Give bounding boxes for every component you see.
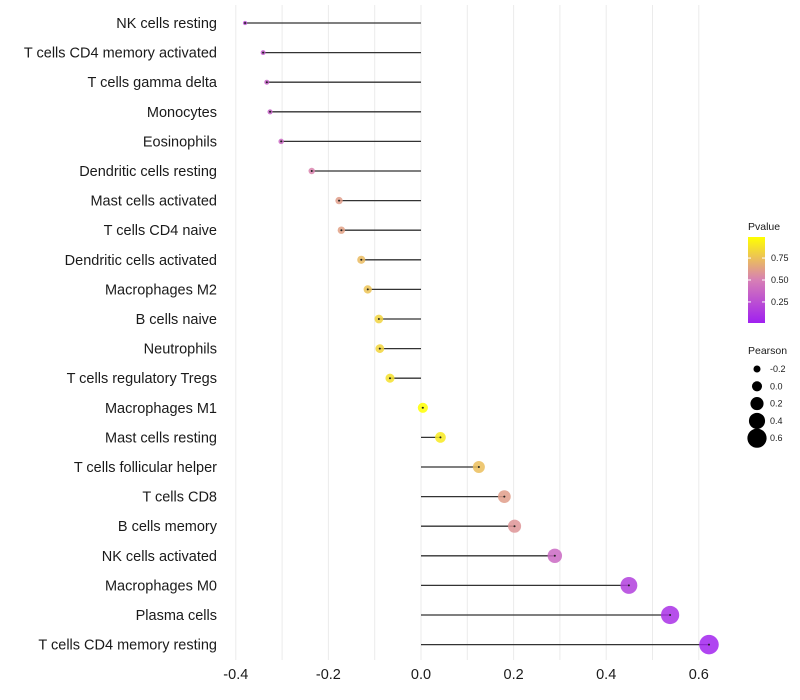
x-axis-ticks: -0.4 -0.2 0.0 0.2 0.4 0.6 [223,667,709,683]
pvalue-legend-title: Pvalue [748,221,780,233]
y-axis-label: NK cells resting [116,16,217,32]
y-axis-label: B cells memory [118,519,218,535]
y-axis-label: B cells naive [136,312,217,328]
segment-end-dot [513,525,516,528]
size-legend-label: -0.2 [770,364,786,374]
pvalue-legend: Pvalue 0.25 0.50 0.75 [748,221,789,323]
size-legend-label: 0.2 [770,399,783,409]
y-axis-label: Macrophages M0 [105,578,217,594]
size-legend-dot [751,381,763,392]
segment-end-dot [269,110,272,113]
x-tick-label: -0.4 [223,667,248,683]
y-axis-label: NK cells activated [102,549,217,565]
segment-end-dot [707,643,710,646]
size-legend-dot [750,397,764,411]
y-axis-label: T cells gamma delta [88,75,218,91]
colorbar-label: 0.50 [771,275,789,285]
segment-end-dot [503,495,506,498]
size-legend-label: 0.0 [770,381,783,391]
size-legend-label: 0.4 [770,416,783,426]
segment-end-dot [338,199,341,202]
x-tick-label: 0.2 [504,667,524,683]
segment-end-dot [669,614,672,616]
y-axis-labels: NK cells resting T cells CD4 memory activ… [24,16,218,654]
colorbar-label: 0.25 [771,297,789,307]
x-tick-label: -0.2 [316,667,341,683]
y-axis-label: Mast cells activated [90,194,217,210]
points [242,20,719,655]
segment-end-dot [377,318,380,320]
pvalue-colorbar [748,237,765,323]
y-axis-label: T cells CD4 memory resting [38,638,217,654]
segment-end-dot [265,81,268,84]
y-axis-label: Dendritic cells resting [79,164,217,180]
segment-end-dot [360,258,363,261]
grid-lines [235,5,700,660]
segment-end-dot [477,466,480,468]
segment-end-dot [388,377,391,380]
y-axis-label: Dendritic cells activated [65,253,217,269]
y-axis-label: T cells CD4 naive [104,223,217,239]
y-axis-label: Mast cells resting [105,430,217,446]
y-axis-label: T cells regulatory Tregs [67,371,217,387]
size-legend-label: 0.6 [770,433,783,443]
segment-end-dot [378,347,381,350]
segment-end-dot [553,554,556,557]
segment-end-dot [280,140,283,143]
x-tick-label: 0.0 [411,667,431,683]
pearson-legend: Pearson -0.2 0.0 0.2 0.4 0.6 [747,345,787,448]
y-axis-label: T cells CD4 memory activated [24,46,217,62]
x-tick-label: 0.4 [596,667,616,683]
y-axis-label: T cells follicular helper [74,460,217,476]
segment-end-dot [421,406,424,409]
segment-end-dot [439,436,442,439]
y-axis-label: Macrophages M2 [105,282,217,298]
segment-end-dot [310,170,313,172]
size-legend-dot [747,428,767,448]
size-legend-dot [753,365,761,373]
segment-end-dot [366,288,369,291]
x-tick-label: 0.6 [689,667,709,683]
pearson-legend-title: Pearson [748,345,787,357]
y-axis-label: Neutrophils [144,342,217,358]
y-axis-label: Plasma cells [136,608,217,624]
y-axis-label: T cells CD8 [142,490,217,506]
colorbar-label: 0.75 [771,253,789,263]
y-axis-label: Monocytes [147,105,217,121]
segment-end-dot [627,584,630,587]
segment-end-dot [340,229,343,232]
y-axis-label: Macrophages M1 [105,401,217,417]
y-axis-label: Eosinophils [143,134,217,150]
size-legend-dot [748,412,766,429]
segment-end-dot [262,51,265,54]
segment-end-dot [244,22,247,24]
segments [245,22,709,646]
